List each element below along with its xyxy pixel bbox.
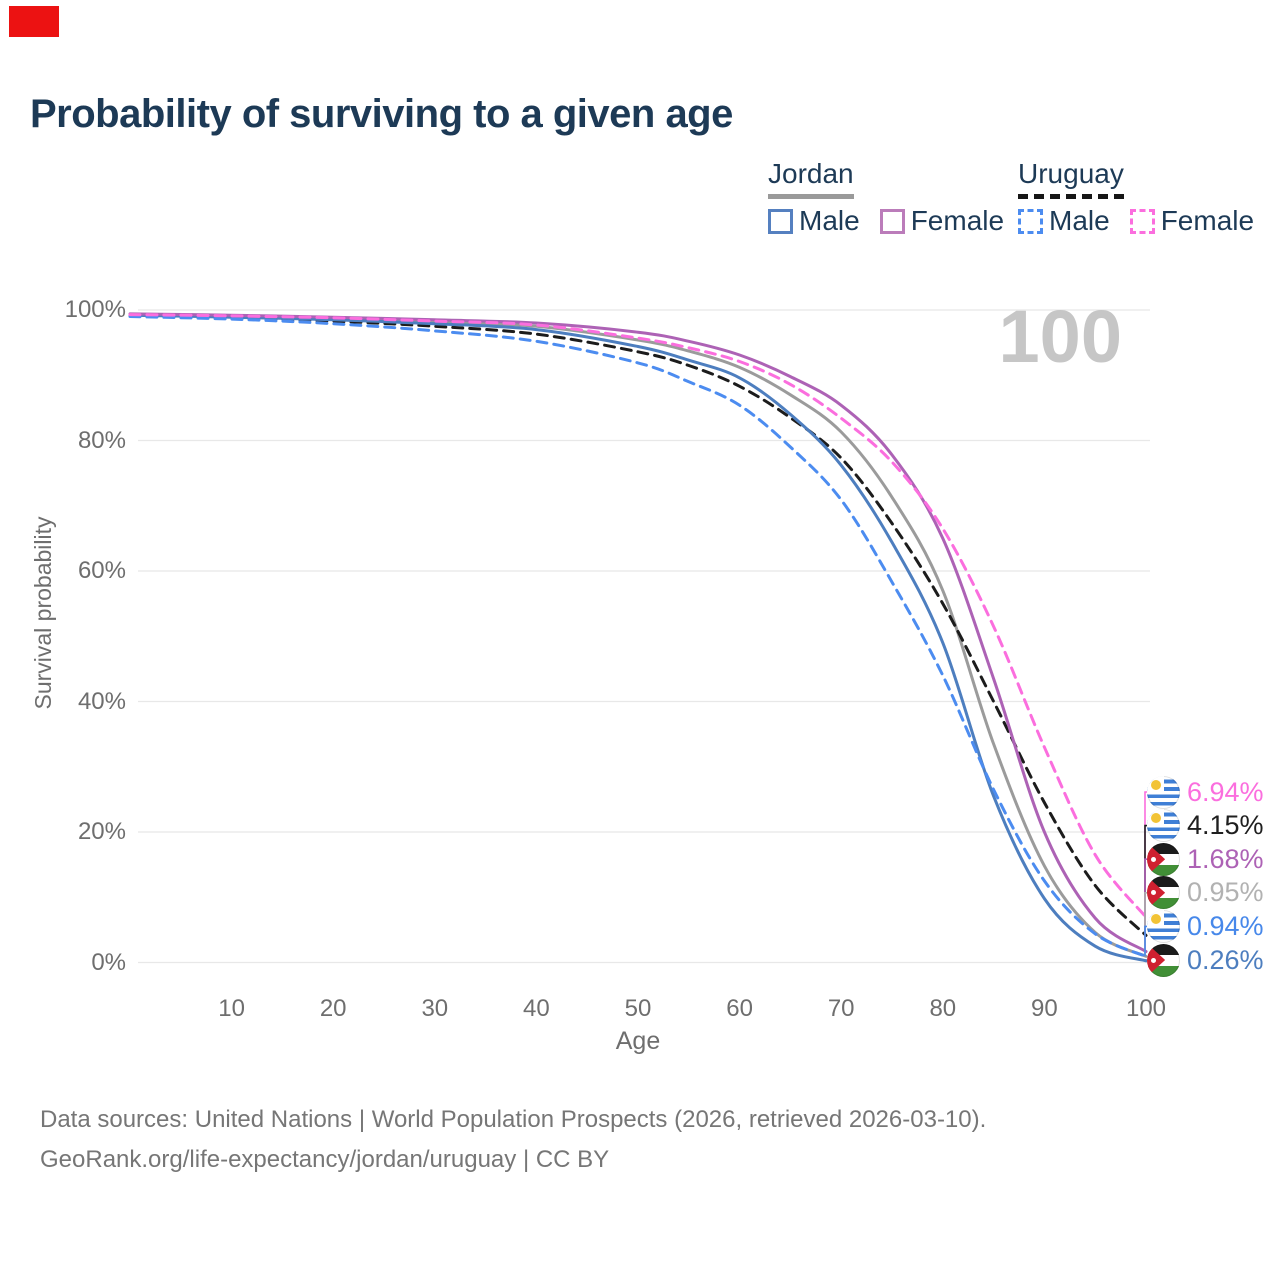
legend-country-label: Jordan (768, 158, 854, 199)
x-tick-label: 70 (827, 995, 855, 1022)
jordan-flag-icon (1147, 876, 1180, 910)
flag-triangle (1147, 943, 1166, 977)
legend-item-uruguay-male[interactable]: Male (1018, 205, 1110, 237)
end-value-label: 0.26% (1187, 944, 1264, 975)
data-source-note: Data sources: United Nations | World Pop… (40, 1106, 987, 1133)
series-line-uruguay_female[interactable] (128, 313, 1148, 919)
x-tick-label: 50 (624, 995, 652, 1022)
legend-swatch-icon (879, 208, 905, 234)
x-tick-label: 10 (218, 995, 245, 1022)
series-line-jordan_male[interactable] (128, 313, 1148, 963)
series-line-uruguay_both[interactable] (128, 314, 1148, 937)
y-tick-label: 80% (77, 426, 126, 454)
y-tick-label: 20% (77, 818, 126, 845)
legend-group-uruguay: Uruguay Male Female (1018, 158, 1254, 237)
end-label-row-uruguay_female: 6.94% (1147, 775, 1264, 809)
y-tick-label: 0% (91, 948, 126, 976)
series-line-jordan_both[interactable] (128, 313, 1148, 958)
legend-swatch-icon (1129, 208, 1155, 234)
end-value-label: 1.68% (1187, 843, 1264, 874)
uruguay-flag-icon (1147, 775, 1180, 809)
legend-item-label: Female (1160, 205, 1255, 236)
y-axis-title: Survival probability (30, 516, 56, 710)
jordan-flag-icon (1147, 842, 1180, 876)
y-tick-label: 40% (77, 687, 126, 715)
sun-icon (1151, 813, 1161, 824)
x-tick-label: 20 (319, 995, 347, 1022)
series-line-uruguay_male[interactable] (128, 315, 1148, 958)
attribution-note: GeoRank.org/life-expectancy/jordan/urugu… (40, 1146, 610, 1173)
red-marker (9, 6, 59, 37)
x-axis-title: Age (615, 1027, 661, 1055)
end-label-row-jordan_female: 1.68% (1147, 842, 1264, 876)
legend-item-uruguay-female[interactable]: Female (1129, 205, 1255, 237)
end-label-row-uruguay_male: 0.94% (1147, 909, 1264, 943)
star-icon (1151, 856, 1156, 862)
end-value-label: 6.94% (1187, 776, 1264, 807)
flag-triangle (1147, 842, 1166, 876)
sun-icon (1151, 779, 1161, 790)
end-value-label: 0.95% (1187, 877, 1264, 908)
x-tick-label: 60 (726, 995, 753, 1022)
end-label-row-jordan_male: 0.26% (1147, 943, 1264, 977)
legend-item-label: Male (799, 205, 860, 236)
star-icon (1151, 890, 1156, 896)
jordan-flag-icon (1147, 943, 1180, 977)
end-value-label: 4.15% (1187, 810, 1264, 841)
end-label-row-uruguay_both: 4.15% (1147, 809, 1264, 843)
legend-group-jordan: Jordan Male Female (768, 158, 1004, 237)
legend-country-label: Uruguay (1018, 158, 1124, 199)
legend-item-jordan-male[interactable]: Male (768, 205, 860, 237)
uruguay-flag-icon (1147, 809, 1180, 843)
end-label-row-jordan_both: 0.95% (1147, 876, 1264, 910)
series-line-jordan_female[interactable] (128, 312, 1148, 953)
legend-swatch-icon (768, 208, 793, 234)
legend-item-jordan-female[interactable]: Female (879, 205, 1005, 237)
sun-icon (1151, 913, 1161, 924)
chart-canvas (128, 309, 1152, 964)
legend-swatch-icon (1018, 208, 1043, 234)
legend-item-label: Male (1049, 205, 1110, 236)
flag-triangle (1147, 876, 1166, 910)
y-tick-label: 100% (64, 296, 126, 323)
page-title: Probability of surviving to a given age (30, 92, 733, 136)
age-watermark: 100 (998, 295, 1122, 378)
star-icon (1151, 957, 1156, 963)
x-tick-label: 80 (929, 995, 957, 1022)
uruguay-flag-icon (1147, 909, 1180, 943)
y-tick-label: 60% (77, 557, 126, 584)
x-tick-label: 90 (1031, 995, 1058, 1022)
x-tick-label: 100 (1125, 995, 1167, 1022)
x-tick-label: 30 (421, 995, 449, 1022)
x-tick-label: 40 (523, 995, 550, 1022)
legend-item-label: Female (910, 205, 1005, 236)
end-value-label: 0.94% (1187, 910, 1264, 941)
